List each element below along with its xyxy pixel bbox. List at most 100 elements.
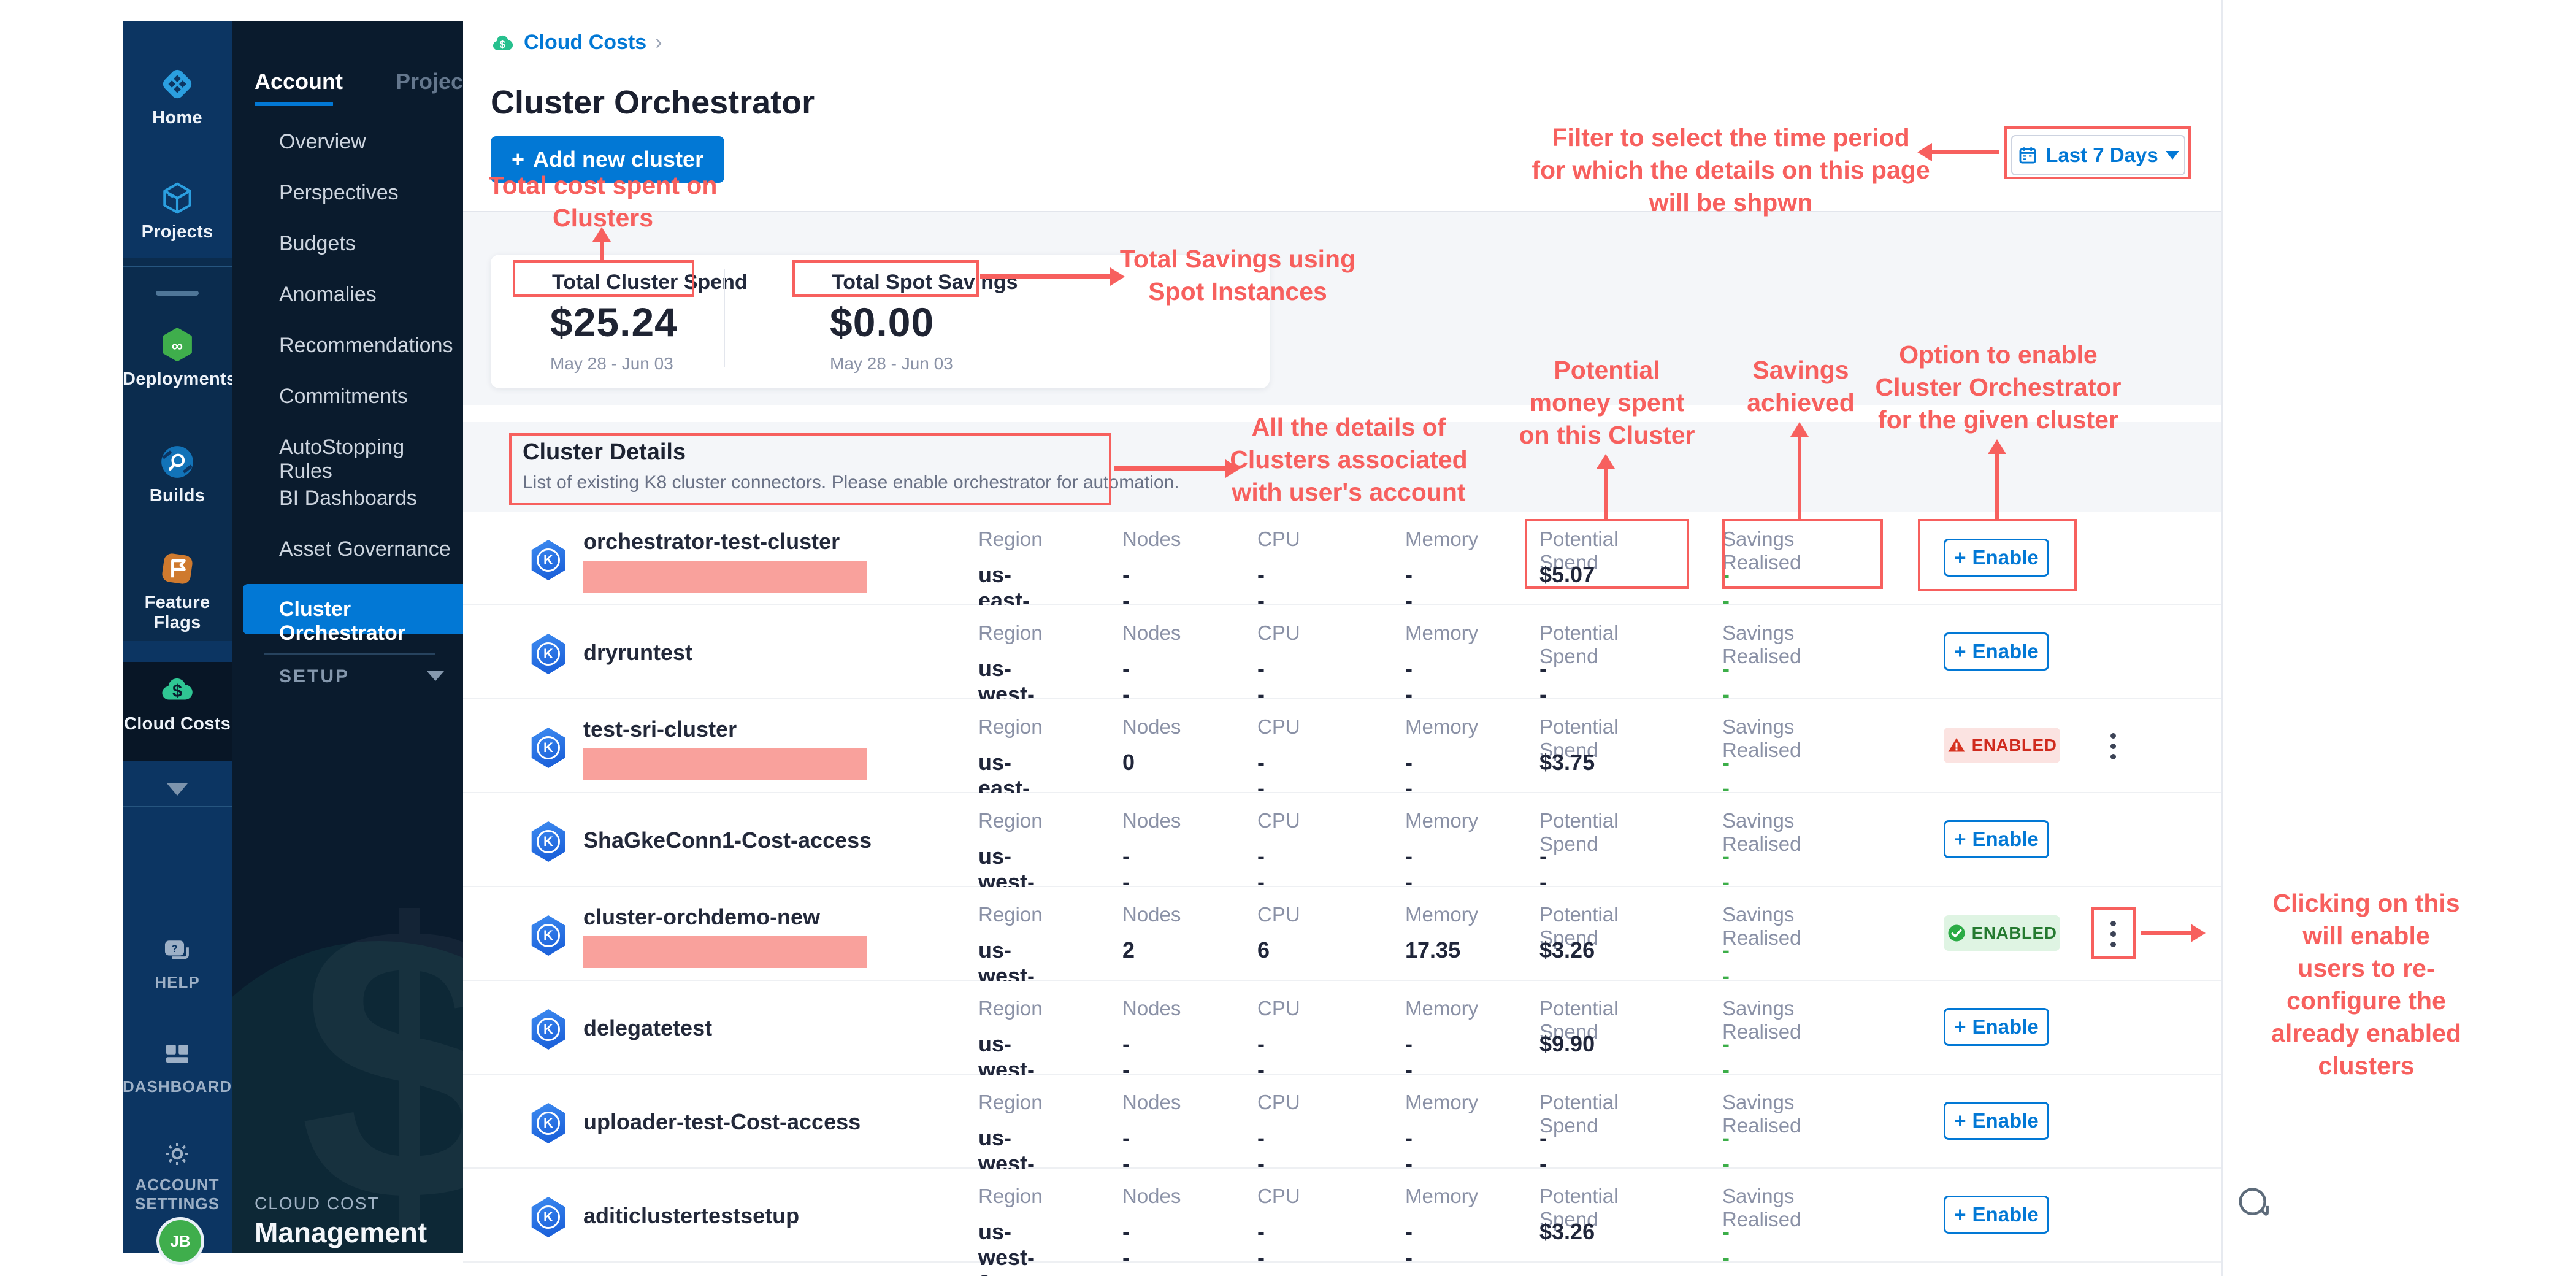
cluster-name[interactable]: delegatetest	[583, 1015, 713, 1040]
cluster-name[interactable]: uploader-test-Cost-access	[583, 1109, 861, 1134]
arrowhead-up	[592, 227, 611, 242]
enable-button[interactable]: + Enable	[1944, 632, 2049, 671]
sidebar-item-perspectives[interactable]: Perspectives	[279, 181, 399, 204]
cluster-name[interactable]: orchestrator-test-cluster	[583, 529, 840, 554]
annotation-arrow-savings	[1798, 437, 1801, 520]
cluster-details-band: Cluster Details List of existing K8 clus…	[463, 422, 2221, 512]
cluster-name[interactable]: cluster-orchdemo-new	[583, 904, 821, 929]
rail-item-deployments[interactable]: ∞ Deployments	[123, 326, 236, 390]
annotation-enable-option: Option to enable Cluster Orchestrator fo…	[1875, 340, 2122, 434]
highlight-box-savings-realised	[1722, 519, 1883, 589]
rail-item-account-settings[interactable]: ACCOUNT SETTINGS	[123, 1137, 232, 1213]
rail-item-projects[interactable]: Projects	[123, 179, 232, 242]
arrowhead-up-2	[1597, 454, 1615, 469]
sidebar-item-commitments[interactable]: Commitments	[279, 385, 408, 408]
rail-item-home[interactable]: Home	[123, 65, 232, 128]
help-icon: ?	[161, 935, 194, 968]
highlight-box-kebab	[2091, 907, 2136, 959]
deployments-icon: ∞	[158, 326, 196, 364]
module-rail: Home Projects ∞ Deployments Builds Featu…	[123, 21, 326, 1265]
rail-divider-bottom	[123, 806, 232, 807]
user-avatar[interactable]: JB	[156, 1217, 204, 1265]
active-module-highlight	[123, 662, 232, 761]
sidebar-item-budgets[interactable]: Budgets	[279, 232, 356, 255]
total-cluster-spend-label: Total Cluster Spend	[552, 271, 748, 294]
enable-button[interactable]: + Enable	[1944, 1008, 2049, 1046]
builds-icon	[158, 443, 196, 481]
breadcrumb-link[interactable]: Cloud Costs	[524, 31, 647, 54]
cluster-name[interactable]: test-sri-cluster	[583, 717, 737, 742]
highlight-box-total-cluster-spend	[513, 260, 694, 297]
cluster-details-title: Cluster Details	[523, 439, 686, 465]
enable-button[interactable]: + Enable	[1944, 820, 2049, 858]
sidebar-item-autostopping-rules[interactable]: AutoStopping Rules	[279, 436, 405, 483]
sidebar-item-overview[interactable]: Overview	[279, 130, 366, 153]
tab-project[interactable]: Project	[396, 69, 463, 94]
home-icon	[158, 65, 196, 103]
help-chat-icon[interactable]	[2234, 1183, 2273, 1222]
warning-triangle-icon	[1948, 738, 1965, 752]
redacted-cluster-id	[583, 748, 867, 780]
date-range-filter[interactable]: Last 7 Days	[2011, 135, 2185, 175]
annotation-cluster-details: All the details of Clusters associated w…	[1230, 413, 1468, 506]
sidebar-item-recommendations[interactable]: Recommendations	[279, 334, 453, 357]
cluster-table: K orchestrator-test-cluster Region us-eas…	[463, 512, 2221, 1276]
feature-flags-icon	[158, 550, 196, 588]
tab-account[interactable]: Account	[255, 69, 343, 94]
rail-item-builds[interactable]: Builds	[123, 443, 232, 506]
card-divider	[724, 269, 725, 367]
cluster-name[interactable]: aditiclustertestsetup	[583, 1203, 800, 1228]
annotation-arrow-kebab	[2141, 931, 2191, 935]
annotation-arrow-option	[1995, 454, 1999, 520]
setup-chevron-down-icon[interactable]	[427, 671, 444, 681]
rail-item-help[interactable]: ? HELP	[123, 935, 232, 992]
sidebar-item-cluster-orchestrator[interactable]: Cluster Orchestrator	[243, 584, 463, 645]
annotation-reconfigure: Clicking on this will enable users to re…	[2271, 889, 2461, 1080]
projects-icon	[158, 179, 196, 217]
rail-collapse-dash[interactable]	[156, 291, 199, 296]
annotation-savings-achieved: Savings achieved	[1747, 356, 1855, 417]
enable-button[interactable]: + Enable	[1944, 1102, 2049, 1140]
annotation-arrow-total-cost	[600, 242, 604, 263]
enabled-error-badge: ENABLED	[1944, 728, 2060, 763]
rail-item-feature-flags[interactable]: Feature Flags	[123, 550, 232, 633]
table-row: K uploader-test-Cost-access Region us-wes…	[463, 1075, 2221, 1202]
setup-section-toggle[interactable]: SETUP	[279, 666, 350, 686]
enable-button[interactable]: + Enable	[1944, 539, 2049, 577]
svg-text:∞: ∞	[172, 337, 183, 355]
arrowhead-up-3	[1790, 422, 1809, 437]
tab-active-underline	[255, 102, 333, 106]
kebab-menu[interactable]	[2099, 910, 2126, 957]
rail-item-dashboards[interactable]: DASHBOARDS	[123, 1039, 242, 1096]
kebab-menu[interactable]	[2099, 723, 2126, 769]
annotation-spot-savings: Total Savings using Spot Instances	[1119, 245, 1356, 306]
rail-chevron-down-icon[interactable]	[167, 783, 188, 796]
kubernetes-cluster-icon: K	[531, 821, 565, 862]
arrowhead-up-4	[1988, 439, 2006, 454]
cluster-name[interactable]: ShaGkeConn1-Cost-access	[583, 828, 872, 853]
total-spot-savings-period: May 28 - Jun 03	[830, 354, 953, 373]
svg-text:?: ?	[171, 943, 177, 955]
total-spot-savings-value: $0.00	[830, 299, 935, 345]
enabled-badge: ENABLED	[1944, 915, 2060, 951]
rail-item-cloud-costs[interactable]: $ Cloud Costs	[123, 671, 232, 734]
sidebar-divider	[264, 653, 435, 655]
enable-button[interactable]: + Enable	[1944, 1196, 2049, 1234]
arrowhead-right	[1110, 267, 1125, 286]
kubernetes-cluster-icon: K	[531, 728, 565, 768]
table-row: K aditiclustertestsetup Regionus-west-2 …	[463, 1169, 2221, 1276]
annotation-arrow-filter	[1931, 150, 1999, 154]
sidebar-item-asset-governance[interactable]: Asset Governance	[279, 537, 451, 561]
sidebar-item-bi-dashboards[interactable]: BI Dashboards	[279, 486, 417, 510]
cluster-name[interactable]: dryruntest	[583, 640, 693, 665]
annotation-arrow-potential	[1604, 469, 1608, 520]
redacted-cluster-id	[583, 936, 867, 968]
add-new-cluster-button[interactable]: + Add new cluster	[491, 136, 725, 183]
arrowhead-left	[1917, 143, 1932, 161]
spend-summary-card: Total Cluster Spend $25.24 May 28 - Jun …	[491, 255, 1270, 388]
sidebar-item-anomalies[interactable]: Anomalies	[279, 283, 377, 306]
svg-text:$: $	[172, 682, 182, 701]
